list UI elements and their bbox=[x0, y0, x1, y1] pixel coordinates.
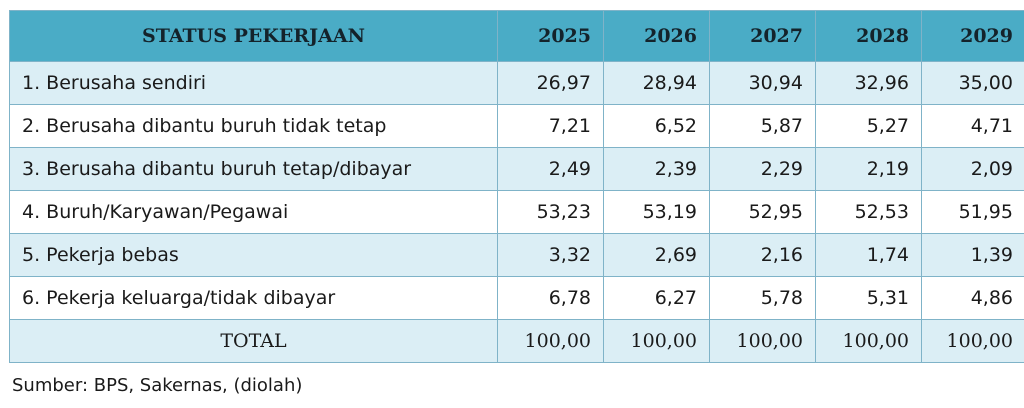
total-row: TOTAL 100,00 100,00 100,00 100,00 100,00 bbox=[9, 319, 1024, 363]
table-row: 4. Buruh/Karyawan/Pegawai 53,23 53,19 52… bbox=[9, 190, 1024, 234]
header-status: STATUS PEKERJAAN bbox=[9, 10, 498, 62]
cell-value: 6,78 bbox=[497, 276, 604, 320]
total-label: TOTAL bbox=[9, 319, 498, 363]
total-value: 100,00 bbox=[497, 319, 604, 363]
cell-value: 2,16 bbox=[709, 233, 816, 277]
cell-value: 5,78 bbox=[709, 276, 816, 320]
cell-value: 5,27 bbox=[815, 104, 922, 148]
header-year: 2028 bbox=[815, 10, 922, 62]
row-label: 4. Buruh/Karyawan/Pegawai bbox=[9, 190, 498, 234]
cell-value: 7,21 bbox=[497, 104, 604, 148]
cell-value: 5,31 bbox=[815, 276, 922, 320]
table-row: 6. Pekerja keluarga/tidak dibayar 6,78 6… bbox=[9, 276, 1024, 320]
cell-value: 51,95 bbox=[921, 190, 1024, 234]
cell-value: 4,86 bbox=[921, 276, 1024, 320]
header-year: 2029 bbox=[921, 10, 1024, 62]
cell-value: 6,52 bbox=[603, 104, 710, 148]
cell-value: 4,71 bbox=[921, 104, 1024, 148]
total-value: 100,00 bbox=[921, 319, 1024, 363]
header-year: 2025 bbox=[497, 10, 604, 62]
cell-value: 35,00 bbox=[921, 61, 1024, 105]
cell-value: 32,96 bbox=[815, 61, 922, 105]
row-label: 2. Berusaha dibantu buruh tidak tetap bbox=[9, 104, 498, 148]
source-note: Sumber: BPS, Sakernas, (diolah) bbox=[12, 375, 303, 396]
row-label: 3. Berusaha dibantu buruh tetap/dibayar bbox=[9, 147, 498, 191]
header-year: 2026 bbox=[603, 10, 710, 62]
cell-value: 53,19 bbox=[603, 190, 710, 234]
cropped-caption bbox=[0, 0, 1024, 6]
cell-value: 28,94 bbox=[603, 61, 710, 105]
table-row: 5. Pekerja bebas 3,32 2,69 2,16 1,74 1,3… bbox=[9, 233, 1024, 277]
cell-value: 30,94 bbox=[709, 61, 816, 105]
table-row: 3. Berusaha dibantu buruh tetap/dibayar … bbox=[9, 147, 1024, 191]
cell-value: 26,97 bbox=[497, 61, 604, 105]
total-value: 100,00 bbox=[603, 319, 710, 363]
table-row: 1. Berusaha sendiri 26,97 28,94 30,94 32… bbox=[9, 61, 1024, 105]
header-year: 2027 bbox=[709, 10, 816, 62]
employment-status-table: STATUS PEKERJAAN 2025 2026 2027 2028 202… bbox=[9, 10, 1024, 363]
row-label: 1. Berusaha sendiri bbox=[9, 61, 498, 105]
cell-value: 2,19 bbox=[815, 147, 922, 191]
cell-value: 2,49 bbox=[497, 147, 604, 191]
table-row: 2. Berusaha dibantu buruh tidak tetap 7,… bbox=[9, 104, 1024, 148]
cell-value: 5,87 bbox=[709, 104, 816, 148]
cell-value: 52,53 bbox=[815, 190, 922, 234]
cell-value: 2,09 bbox=[921, 147, 1024, 191]
total-value: 100,00 bbox=[709, 319, 816, 363]
cell-value: 6,27 bbox=[603, 276, 710, 320]
cell-value: 2,39 bbox=[603, 147, 710, 191]
row-label: 6. Pekerja keluarga/tidak dibayar bbox=[9, 276, 498, 320]
cell-value: 2,69 bbox=[603, 233, 710, 277]
cell-value: 1,74 bbox=[815, 233, 922, 277]
total-value: 100,00 bbox=[815, 319, 922, 363]
cell-value: 53,23 bbox=[497, 190, 604, 234]
cell-value: 2,29 bbox=[709, 147, 816, 191]
cell-value: 3,32 bbox=[497, 233, 604, 277]
row-label: 5. Pekerja bebas bbox=[9, 233, 498, 277]
cell-value: 1,39 bbox=[921, 233, 1024, 277]
table-header-row: STATUS PEKERJAAN 2025 2026 2027 2028 202… bbox=[9, 10, 1024, 62]
cell-value: 52,95 bbox=[709, 190, 816, 234]
